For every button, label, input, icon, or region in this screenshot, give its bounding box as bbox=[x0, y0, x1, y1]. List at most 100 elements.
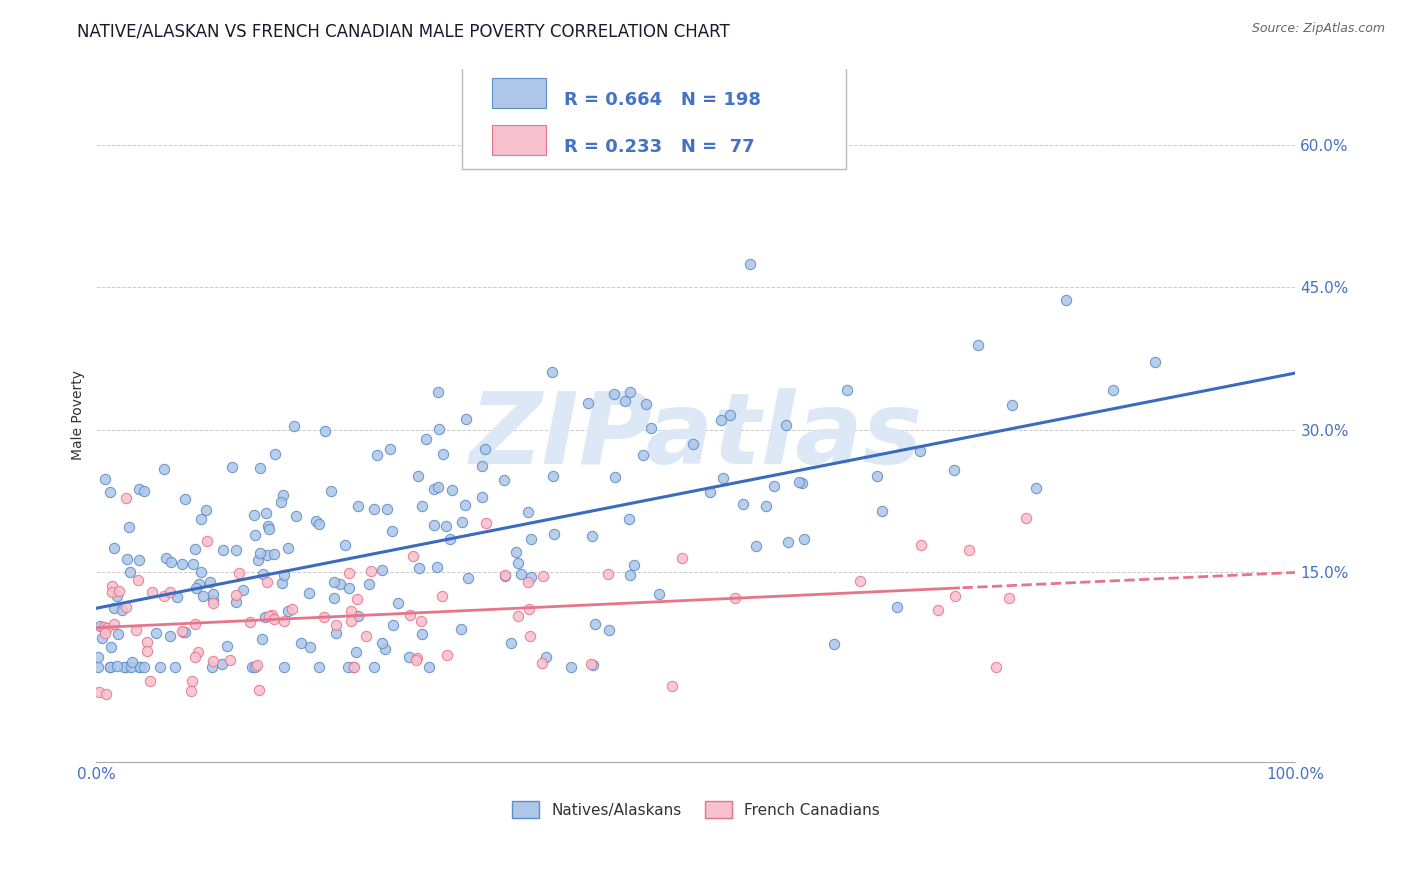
Point bbox=[505, 545, 527, 559]
Point bbox=[516, 574, 538, 589]
Point bbox=[277, 541, 299, 555]
Point bbox=[516, 505, 538, 519]
Point bbox=[134, 483, 156, 498]
Point bbox=[257, 522, 280, 536]
Point bbox=[305, 514, 328, 528]
Legend: Natives/Alaskans, French Canadians: Natives/Alaskans, French Canadians bbox=[506, 796, 886, 824]
Point bbox=[886, 600, 908, 615]
Point bbox=[957, 543, 980, 558]
Point bbox=[273, 660, 295, 674]
Point bbox=[1102, 383, 1125, 397]
Point bbox=[145, 625, 167, 640]
Point bbox=[257, 518, 280, 533]
Point bbox=[927, 603, 949, 617]
Point bbox=[733, 497, 755, 511]
Point bbox=[360, 564, 382, 578]
Point bbox=[202, 592, 225, 607]
Point bbox=[271, 488, 294, 502]
Bar bbox=[492, 78, 546, 109]
Point bbox=[314, 425, 336, 439]
Point bbox=[128, 660, 150, 674]
Point bbox=[201, 660, 224, 674]
Point bbox=[450, 623, 472, 637]
Point bbox=[115, 600, 138, 615]
Point bbox=[910, 538, 932, 552]
Point bbox=[181, 557, 204, 571]
Point bbox=[329, 577, 352, 591]
Point bbox=[173, 491, 195, 506]
Point bbox=[436, 648, 458, 663]
Point bbox=[290, 636, 312, 650]
Text: ZIPatlas: ZIPatlas bbox=[470, 388, 922, 484]
Point bbox=[775, 418, 797, 433]
Point bbox=[474, 442, 496, 456]
Point bbox=[411, 627, 433, 641]
Point bbox=[347, 499, 370, 513]
Point bbox=[101, 585, 124, 599]
Point bbox=[336, 660, 359, 674]
Point bbox=[252, 566, 274, 581]
Point bbox=[120, 660, 142, 674]
Point bbox=[598, 623, 620, 637]
Point bbox=[149, 660, 172, 674]
Point bbox=[682, 437, 704, 451]
Point bbox=[322, 591, 344, 605]
Point bbox=[284, 508, 307, 523]
Text: NATIVE/ALASKAN VS FRENCH CANADIAN MALE POVERTY CORRELATION CHART: NATIVE/ALASKAN VS FRENCH CANADIAN MALE P… bbox=[77, 22, 730, 40]
Point bbox=[762, 478, 785, 492]
Point bbox=[699, 484, 721, 499]
Point bbox=[107, 627, 129, 641]
Point bbox=[346, 609, 368, 624]
Point bbox=[240, 660, 263, 674]
Point bbox=[402, 549, 425, 563]
Point bbox=[380, 442, 402, 456]
Point bbox=[363, 660, 385, 674]
Point bbox=[321, 484, 343, 499]
Point bbox=[153, 589, 176, 603]
Point bbox=[184, 650, 207, 665]
Point bbox=[125, 623, 148, 637]
Point bbox=[581, 657, 603, 671]
Point bbox=[427, 479, 450, 493]
Point bbox=[215, 639, 238, 653]
Point bbox=[614, 394, 637, 409]
Point bbox=[849, 574, 872, 589]
Point bbox=[422, 518, 444, 533]
Point bbox=[870, 503, 893, 517]
Point bbox=[343, 660, 366, 674]
Point bbox=[520, 533, 543, 547]
Point bbox=[499, 635, 522, 649]
Point bbox=[195, 503, 218, 517]
Point bbox=[190, 512, 212, 526]
Point bbox=[943, 589, 966, 603]
Point bbox=[494, 568, 516, 582]
Point bbox=[671, 551, 693, 566]
Point bbox=[256, 575, 278, 590]
Point bbox=[281, 602, 304, 616]
Point bbox=[581, 529, 603, 543]
Point bbox=[560, 660, 582, 674]
Point bbox=[619, 568, 641, 582]
Point bbox=[325, 625, 347, 640]
Point bbox=[172, 557, 194, 571]
Point bbox=[87, 685, 110, 699]
Point bbox=[711, 471, 734, 485]
Point bbox=[787, 475, 810, 490]
Point bbox=[342, 660, 364, 674]
Text: R = 0.233   N =  77: R = 0.233 N = 77 bbox=[564, 137, 755, 156]
Point bbox=[120, 565, 142, 579]
Point bbox=[96, 687, 118, 701]
Point bbox=[623, 558, 645, 572]
Point bbox=[346, 591, 368, 606]
Point bbox=[271, 576, 294, 591]
Point bbox=[427, 422, 450, 436]
Point bbox=[370, 563, 392, 577]
Point bbox=[197, 534, 219, 549]
Point bbox=[211, 657, 233, 672]
Point bbox=[1143, 354, 1166, 368]
Point bbox=[323, 575, 346, 590]
Point bbox=[441, 483, 464, 497]
Point bbox=[117, 520, 139, 534]
Point bbox=[308, 517, 330, 532]
Point bbox=[87, 649, 110, 664]
